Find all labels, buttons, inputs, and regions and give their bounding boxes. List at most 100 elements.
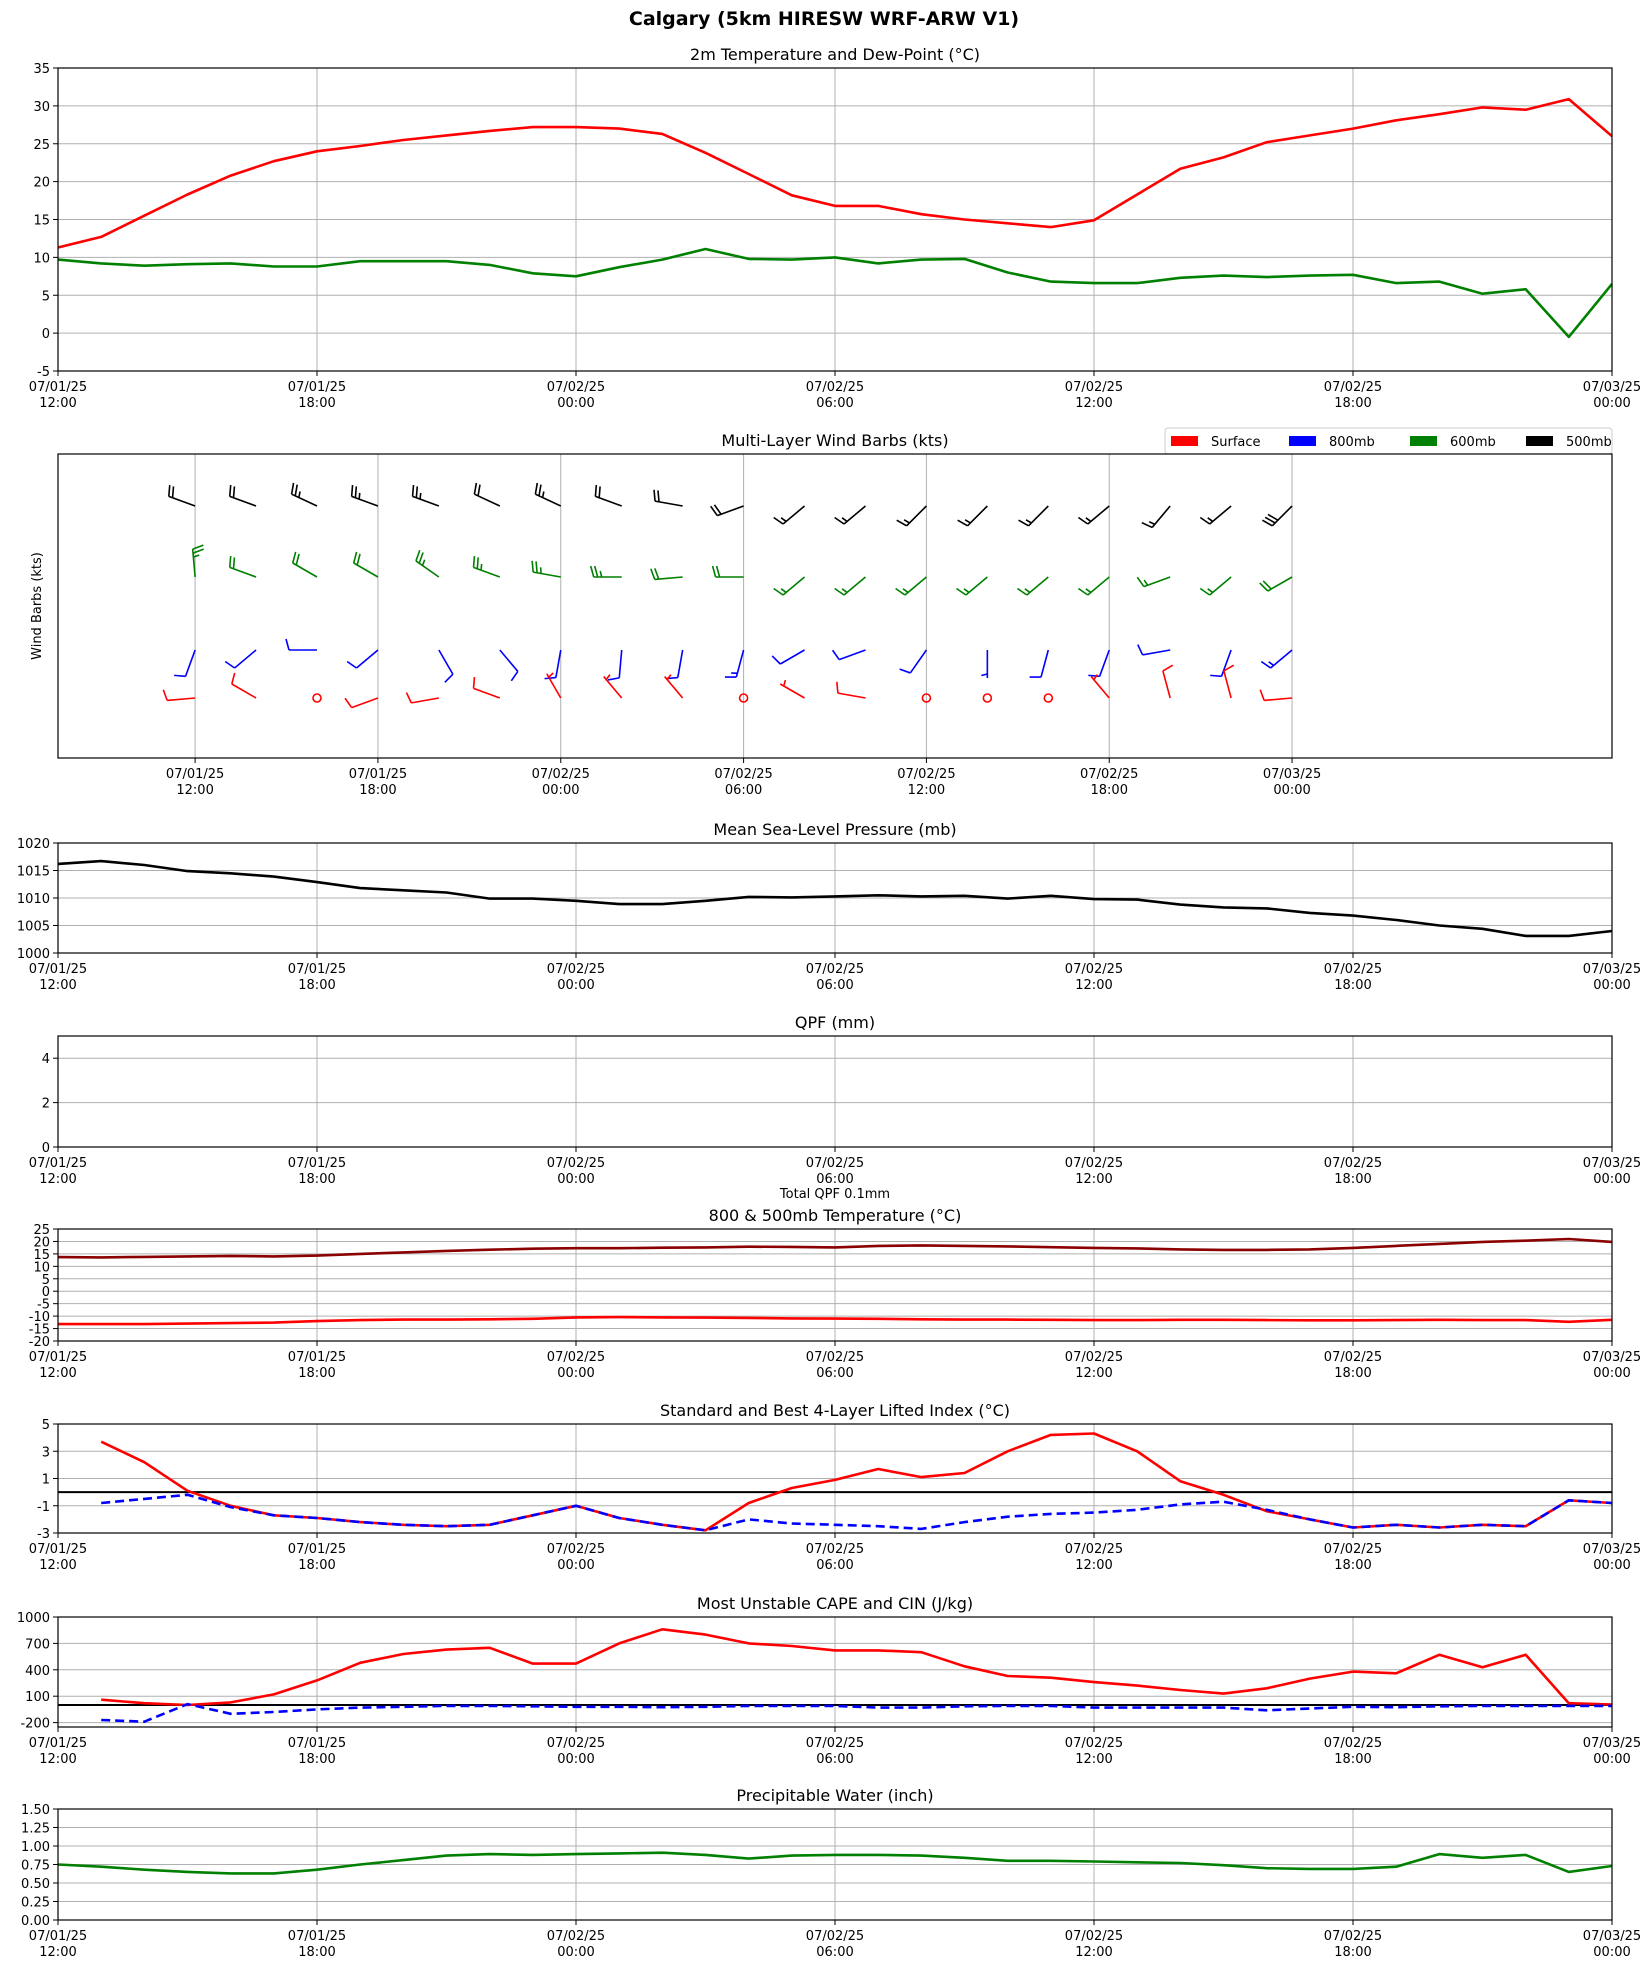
x-tick-label-time: 18:00: [1334, 978, 1371, 993]
x-tick-label-time: 00:00: [1593, 1172, 1630, 1187]
wind-barb: [472, 555, 501, 578]
x-tick-label: 07/02/25: [806, 1350, 864, 1365]
wind-legend: Surface 800mb 600mb 500mb: [1164, 427, 1613, 455]
x-tick-label: 07/02/25: [1324, 1736, 1382, 1751]
legend-label: 600mb: [1450, 435, 1496, 450]
x-tick-label: 07/03/25: [1583, 1929, 1641, 1944]
wind-barb: [607, 649, 623, 681]
panel-t800500: 07/01/2512:0007/01/2518:0007/02/2500:000…: [29, 1206, 1641, 1381]
wind-barb: [779, 679, 805, 699]
chart-title: Multi-Layer Wind Barbs (kts): [721, 431, 948, 450]
x-tick-label: 07/02/25: [714, 767, 772, 782]
y-tick-label: 5: [42, 1418, 50, 1433]
x-tick-label-time: 18:00: [298, 396, 335, 411]
chart-title: QPF (mm): [795, 1013, 875, 1032]
series-line-0: [57, 859, 1613, 938]
x-tick-label-time: 18:00: [298, 1752, 335, 1767]
x-tick-label: 07/01/25: [29, 380, 87, 395]
x-tick-label-time: 00:00: [557, 1366, 594, 1381]
wind-barb: [411, 484, 440, 507]
x-tick-label: 07/01/25: [288, 1736, 346, 1751]
figure-suptitle: Calgary (5km HIRESW WRF-ARW V1): [629, 8, 1019, 30]
y-tick-label: 0.00: [21, 1914, 50, 1929]
x-tick-label: 07/02/25: [1065, 1156, 1123, 1171]
wind-barb: [228, 484, 257, 507]
x-tick-label-time: 06:00: [816, 1752, 853, 1767]
wind-barb: [346, 649, 379, 669]
x-tick-label-time: 12:00: [39, 1558, 76, 1573]
y-tick-label: 1.50: [21, 1803, 50, 1818]
x-tick-label: 07/01/25: [29, 962, 87, 977]
wind-barb: [1090, 674, 1110, 699]
wind-barb: [653, 489, 683, 507]
legend-label: 500mb: [1566, 435, 1612, 450]
y-tick-label: 4: [42, 1052, 50, 1067]
wind-barb: [1259, 689, 1293, 702]
legend-label: Surface: [1211, 435, 1261, 450]
x-tick-label-time: 00:00: [557, 1172, 594, 1187]
x-tick-label: 07/01/25: [288, 1542, 346, 1557]
plot-frame: [57, 1228, 1613, 1342]
chart-title: Mean Sea-Level Pressure (mb): [713, 820, 956, 839]
wind-barb: [1259, 576, 1293, 592]
x-tick-label: 07/01/25: [29, 1542, 87, 1557]
x-tick-label-time: 06:00: [816, 1172, 853, 1187]
x-tick-label-time: 06:00: [816, 978, 853, 993]
x-tick-label: 07/03/25: [1583, 1350, 1641, 1365]
y-tick-label: 3: [42, 1445, 50, 1460]
wind-barb: [191, 544, 204, 578]
x-tick-label: 07/02/25: [1324, 1929, 1382, 1944]
x-tick-label: 07/03/25: [1583, 1736, 1641, 1751]
x-tick-label: 07/02/25: [806, 1736, 864, 1751]
x-tick-label-time: 12:00: [39, 396, 76, 411]
wind-barb: [1162, 664, 1174, 699]
legend-swatch: [1410, 436, 1437, 446]
y-tick-label: 20: [33, 1235, 50, 1250]
series-line-1: [58, 1315, 1613, 1326]
wind-barb: [1141, 505, 1171, 529]
plot-frame: [57, 1808, 1613, 1921]
x-tick-label-time: 12:00: [1075, 1945, 1112, 1960]
x-tick-label-time: 18:00: [1334, 1366, 1371, 1381]
wind-barb: [957, 505, 988, 527]
x-tick-label-time: 00:00: [1273, 783, 1310, 798]
series-line-0: [57, 97, 1613, 249]
x-tick-label-time: 12:00: [1075, 1366, 1112, 1381]
x-tick-label-time: 00:00: [542, 783, 579, 798]
y-tick-label: 1005: [17, 920, 50, 935]
x-tick-label-time: 12:00: [1075, 396, 1112, 411]
panel-wind: 07/01/2512:0007/01/2518:0007/02/2500:000…: [30, 427, 1613, 798]
y-tick-label: 1000: [17, 1611, 50, 1626]
y-tick-label: 35: [33, 62, 50, 77]
x-tick-label: 07/03/25: [1583, 1156, 1641, 1171]
x-tick-label: 07/02/25: [532, 767, 590, 782]
y-tick-label: 1010: [17, 892, 50, 907]
y-tick-label: 0: [42, 1285, 50, 1300]
x-tick-label-time: 12:00: [1075, 1172, 1112, 1187]
wind-barb: [773, 505, 806, 525]
wind-barb: [650, 568, 683, 581]
wind-barb: [1210, 649, 1232, 678]
wind-barb: [438, 649, 454, 683]
x-tick-label: 07/02/25: [547, 962, 605, 977]
y-tick-label: -20: [29, 1335, 50, 1350]
x-tick-label: 07/02/25: [1324, 380, 1382, 395]
x-tick-label-time: 18:00: [1334, 1172, 1371, 1187]
wind-barb: [896, 505, 927, 527]
x-tick-label-time: 18:00: [1091, 783, 1128, 798]
wind-barb: [1199, 505, 1232, 525]
wind-barb: [499, 649, 519, 682]
panel-temp2m: 07/01/2512:0007/01/2518:0007/02/2500:000…: [29, 45, 1641, 411]
x-tick-label: 07/01/25: [29, 1156, 87, 1171]
y-tick-label: 100: [25, 1690, 50, 1705]
x-tick-label: 07/02/25: [806, 1156, 864, 1171]
series-line-0: [57, 1851, 1613, 1875]
y-tick-label: 1.25: [21, 1822, 50, 1837]
wind-barb: [771, 649, 805, 665]
y-tick-label: 700: [25, 1637, 50, 1652]
x-tick-label: 07/02/25: [806, 1929, 864, 1944]
panel-lifted: 07/01/2512:0007/01/2518:0007/02/2500:000…: [29, 1401, 1641, 1573]
y-tick-label: -10: [29, 1310, 50, 1325]
x-tick-label: 07/01/25: [288, 380, 346, 395]
